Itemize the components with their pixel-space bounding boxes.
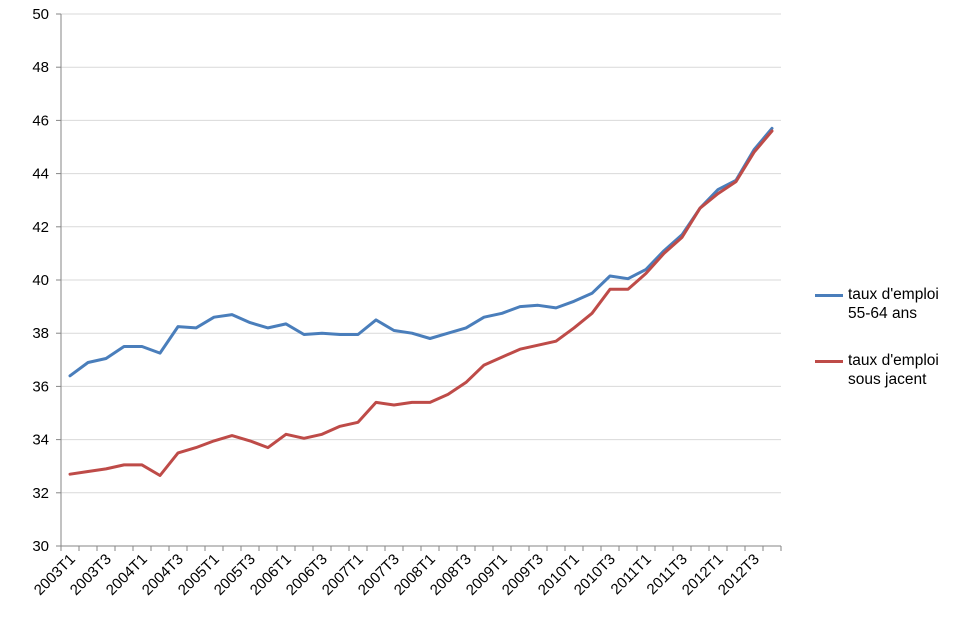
- legend-item-55-64: taux d'emploi 55-64 ans: [815, 285, 975, 323]
- y-tick-label-30: 30: [32, 538, 49, 555]
- y-tick-label-32: 32: [32, 485, 49, 502]
- series-line-sous-jacent: [68, 129, 774, 477]
- series-line-55-64: [68, 126, 774, 378]
- legend-item-sous-jacent: taux d'emploi sous jacent: [815, 351, 975, 389]
- legend-swatch-blue: [815, 294, 843, 297]
- legend-label-sous-jacent: taux d'emploi sous jacent: [848, 352, 939, 388]
- y-tick-label-36: 36: [32, 378, 49, 395]
- y-tick-label-40: 40: [32, 272, 49, 289]
- y-tick-label-34: 34: [32, 432, 49, 449]
- legend-swatch-red: [815, 360, 843, 363]
- y-tick-label-38: 38: [32, 325, 49, 342]
- y-tick-label-46: 46: [32, 112, 49, 129]
- legend: taux d'emploi 55-64 ans taux d'emploi so…: [815, 285, 975, 417]
- x-axis-ticks: 2003T12003T32004T12004T32005T12005T32006…: [31, 546, 782, 599]
- x-tick-label-2010T3: 2010T3: [571, 551, 619, 599]
- series-lines: [68, 126, 774, 477]
- y-tick-label-42: 42: [32, 219, 49, 236]
- gridlines: [61, 13, 781, 494]
- y-tick-label-44: 44: [32, 166, 49, 183]
- y-tick-label-48: 48: [32, 59, 49, 76]
- y-tick-label-50: 50: [32, 6, 49, 23]
- x-tick-label-2012T3: 2012T3: [715, 551, 763, 599]
- legend-label-55-64: taux d'emploi 55-64 ans: [848, 286, 939, 322]
- y-axis-ticks: 30 32 34 36 38 40 42 44 46 48 50: [32, 6, 61, 555]
